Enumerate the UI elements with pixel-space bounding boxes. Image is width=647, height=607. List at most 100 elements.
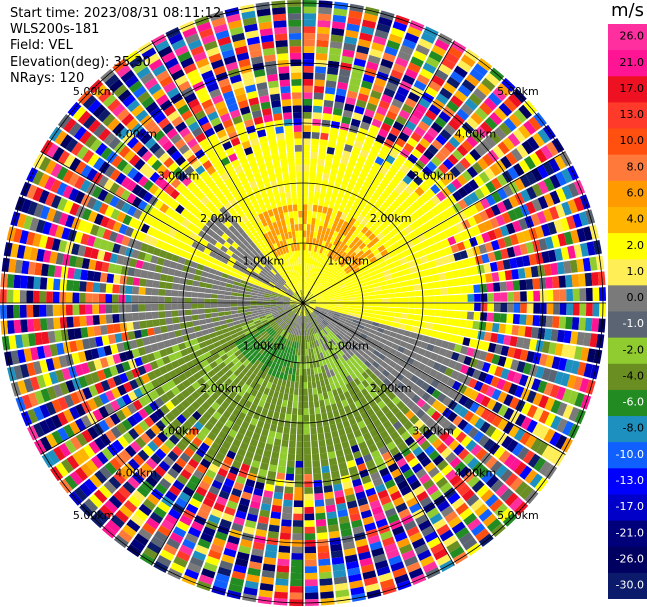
radar-gate [23, 215, 34, 230]
radar-gate [185, 394, 196, 405]
radar-gate [51, 430, 64, 445]
radar-gate [271, 347, 277, 355]
radar-gate [382, 377, 392, 387]
radar-gate [267, 318, 275, 323]
radar-gate [395, 303, 402, 308]
radar-gate [174, 329, 183, 338]
radar-gate [316, 303, 323, 305]
radar-gate [519, 465, 533, 480]
radar-gate [391, 525, 405, 537]
radar-gate [433, 316, 441, 324]
radar-gate [375, 409, 385, 419]
radar-gate [447, 303, 455, 310]
radar-gate [507, 93, 522, 108]
radar-gate [351, 254, 359, 262]
radar-gate [328, 530, 341, 539]
radar-gate [426, 127, 439, 139]
radar-gate [489, 112, 503, 126]
radar-gate [303, 197, 308, 205]
radar-gate [251, 310, 258, 314]
radar-gate [234, 349, 242, 357]
radar-gate [304, 335, 308, 343]
radar-gate [394, 350, 403, 359]
radar-gate [332, 367, 339, 375]
radar-gate [382, 160, 392, 170]
radar-gate [283, 316, 290, 322]
radar-gate [332, 230, 339, 239]
radar-gate [149, 511, 164, 524]
radar-gate [399, 318, 408, 325]
radar-gate [388, 148, 399, 159]
radar-gate [271, 311, 279, 315]
radar-gate [150, 255, 159, 264]
radar-gate [54, 130, 68, 146]
radar-gate [159, 348, 168, 358]
radar-gate [192, 436, 203, 447]
radar-gate [289, 287, 295, 294]
radar-gate [57, 411, 69, 426]
radar-gate [455, 526, 470, 540]
radar-gate [182, 509, 196, 521]
radar-gate [324, 93, 335, 102]
radar-gate [209, 155, 220, 165]
radar-gate [175, 121, 187, 133]
radar-gate [487, 364, 498, 375]
radar-gate [467, 457, 480, 470]
radar-gate [344, 36, 358, 45]
radar-gate [139, 163, 151, 175]
radar-gate [171, 418, 182, 429]
radar-gate [478, 434, 490, 447]
radar-gate [381, 369, 391, 378]
radar-gate [77, 448, 90, 462]
radar-gate [233, 87, 246, 97]
radar-gate [322, 478, 332, 487]
radar-gate [260, 356, 268, 364]
radar-gate [350, 71, 363, 80]
radar-gate [566, 303, 574, 316]
radar-gate [274, 316, 281, 321]
radar-gate [238, 315, 246, 321]
radar-gate [247, 567, 261, 577]
radar-gate [335, 141, 345, 151]
radar-gate [291, 92, 302, 100]
radar-gate [39, 291, 47, 303]
radar-gate [79, 304, 86, 315]
radar-gate [257, 515, 269, 525]
radar-gate [206, 322, 214, 329]
radar-gate [352, 525, 365, 535]
radar-gate [285, 480, 294, 488]
radar-gate [466, 166, 478, 178]
radar-gate [223, 331, 231, 338]
radar-gate [279, 192, 286, 200]
radar-gate [326, 265, 332, 273]
radar-gate [86, 315, 94, 326]
radar-gate [270, 201, 277, 210]
radar-gate [332, 316, 340, 321]
radar-gate [466, 347, 475, 357]
radar-gate [228, 245, 237, 253]
radar-gate [455, 335, 465, 345]
radar-gate [385, 320, 394, 327]
radar-gate [250, 417, 259, 426]
radar-gate [442, 82, 457, 95]
radar-gate [356, 231, 365, 239]
radar-gate [484, 116, 498, 130]
radar-gate [294, 308, 300, 314]
radar-gate [287, 13, 302, 21]
radar-gate [317, 26, 330, 35]
radar-gate [313, 473, 322, 481]
radar-gate [512, 372, 523, 385]
radar-gate [235, 475, 247, 485]
radar-gate [140, 242, 149, 253]
radar-gate [130, 538, 146, 552]
radar-gate [337, 267, 344, 274]
radar-gate [481, 362, 491, 373]
radar-gate [256, 324, 264, 330]
radar-gate [190, 196, 200, 207]
radar-gate [336, 342, 343, 349]
radar-gate [195, 191, 206, 201]
radar-gate [49, 251, 58, 264]
radar-gate [365, 459, 376, 469]
radar-gate [74, 176, 86, 190]
